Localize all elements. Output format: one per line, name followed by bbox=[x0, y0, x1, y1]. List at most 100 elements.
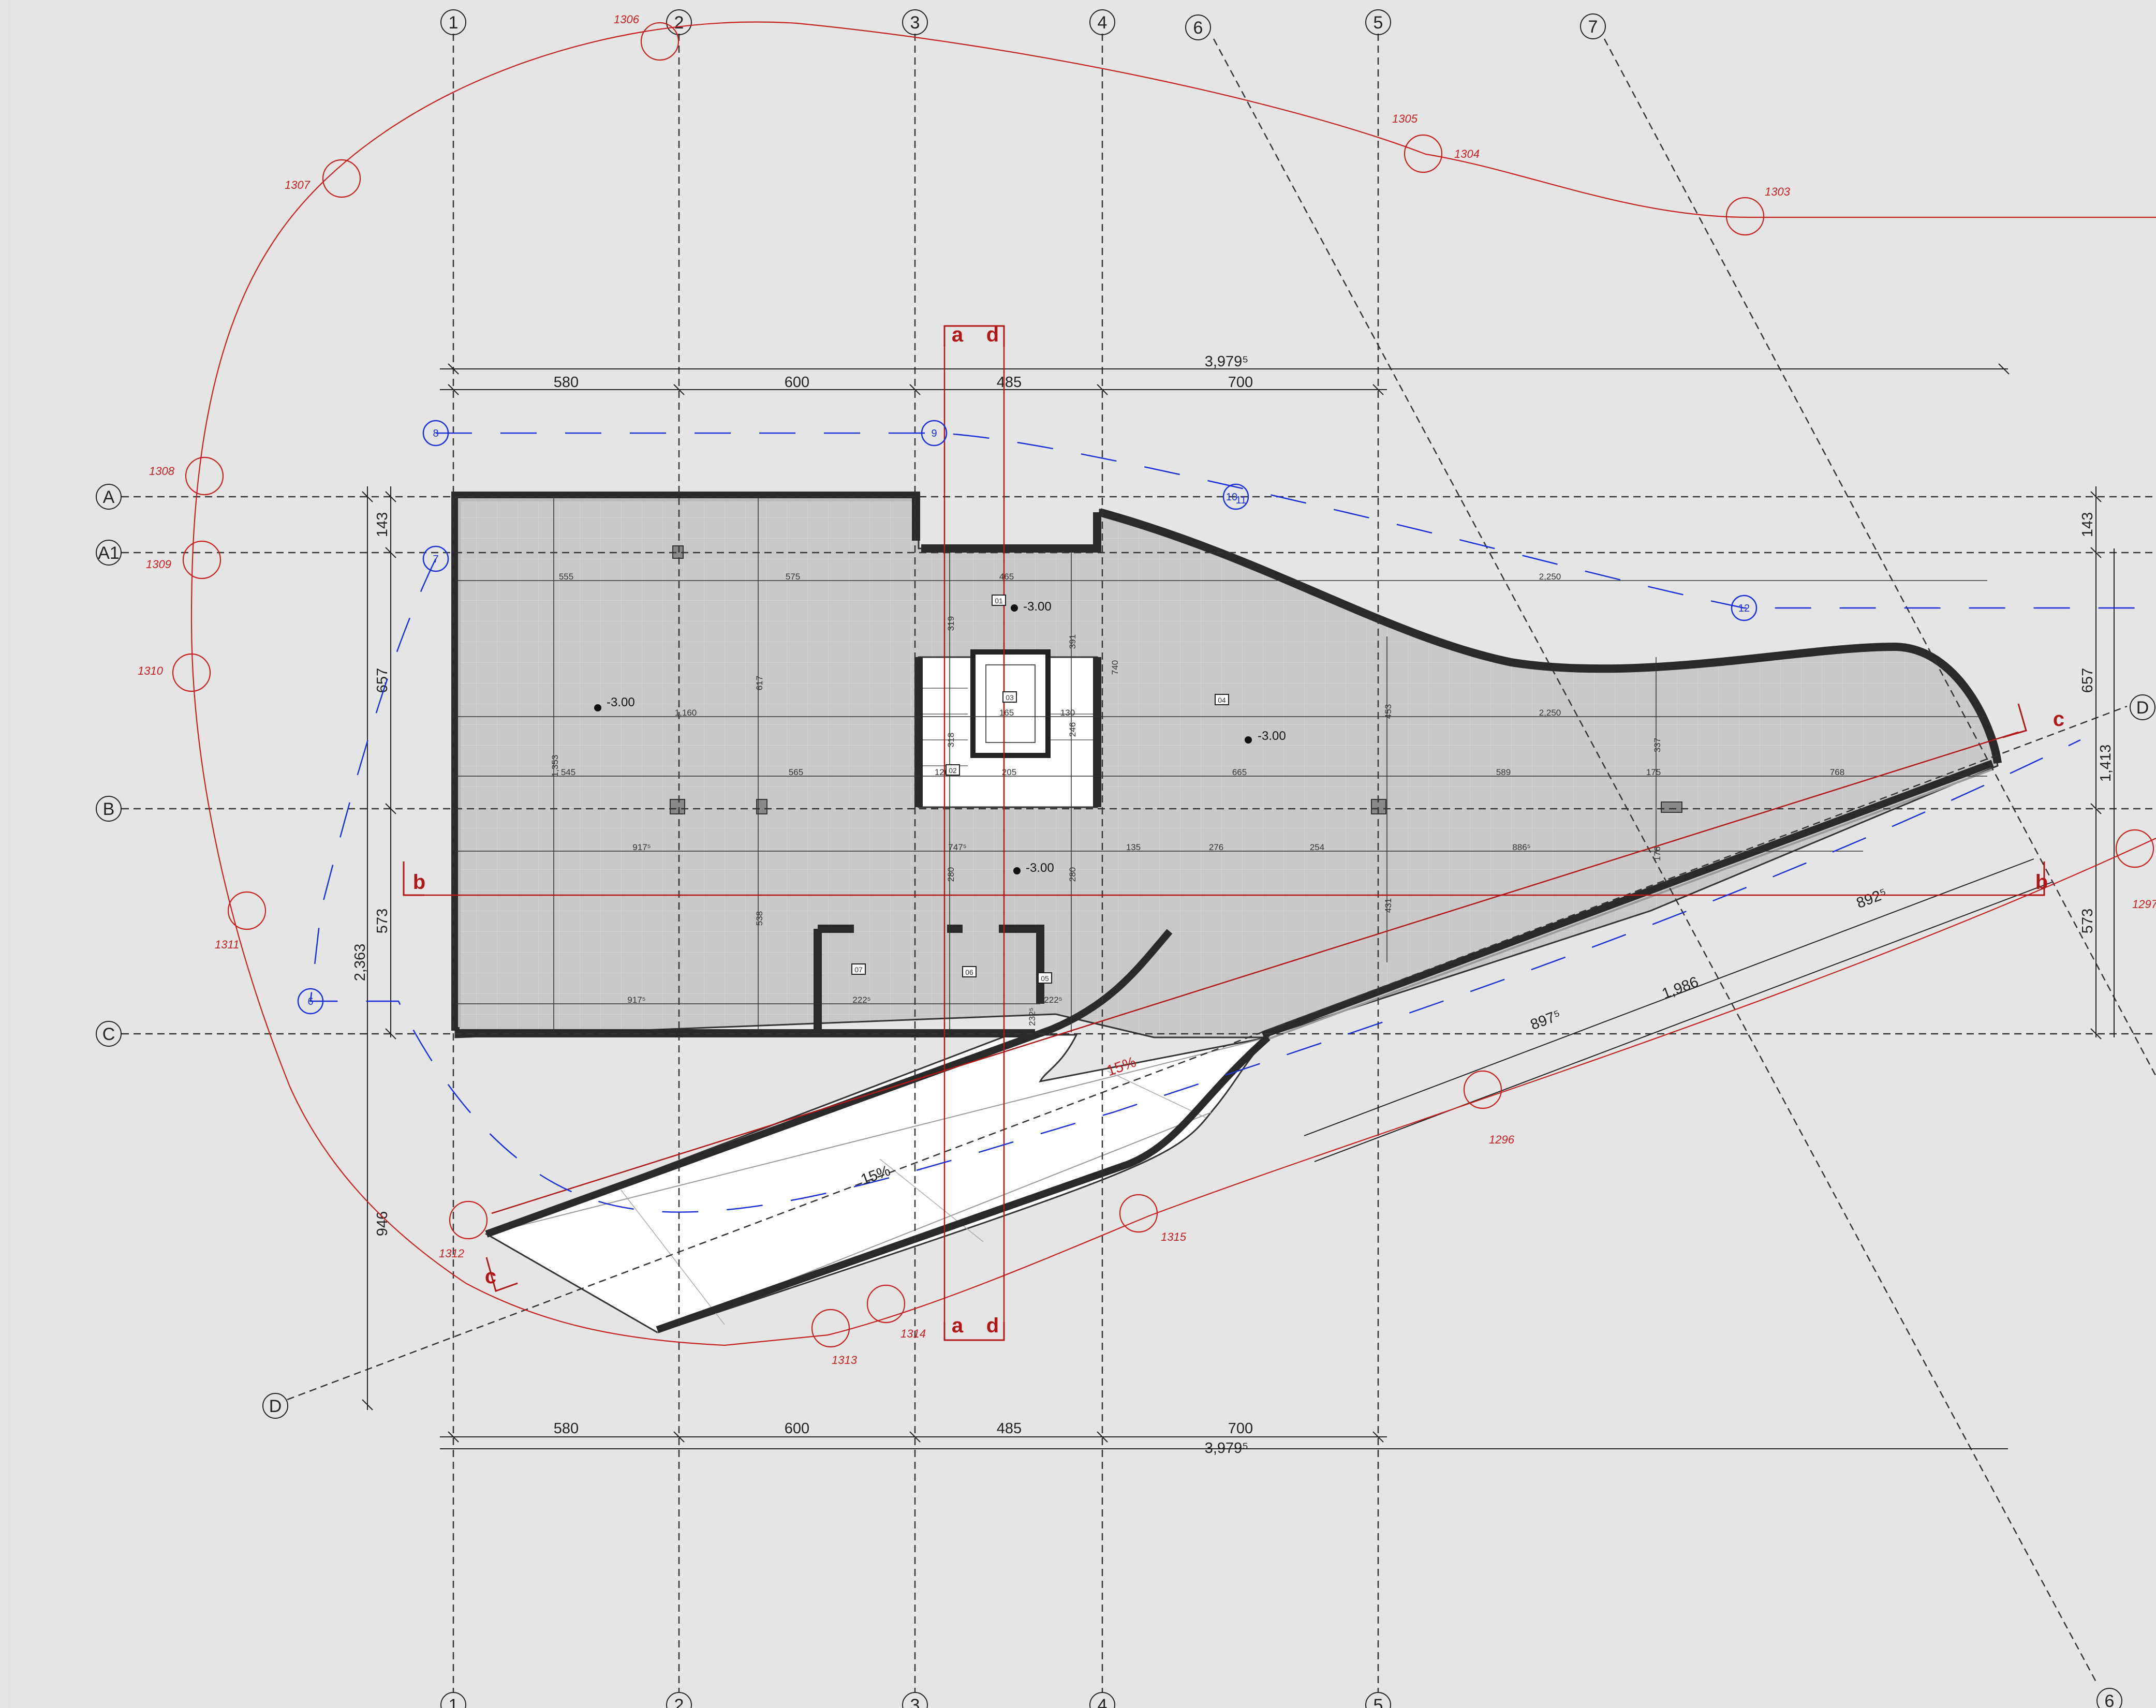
grid-bubble-3-bottom: 3 bbox=[902, 1692, 928, 1708]
service-label-11: 11 bbox=[1236, 495, 1247, 506]
ramp-wall-south bbox=[656, 1034, 1271, 1333]
svg-text:1: 1 bbox=[449, 1696, 459, 1708]
svg-text:A: A bbox=[103, 487, 115, 507]
survey-label-1296: 1296 bbox=[1489, 1133, 1515, 1146]
site-boundary-curve bbox=[190, 21, 2156, 1346]
service-label-6: 6 bbox=[307, 996, 313, 1007]
section-label-c-left: c bbox=[485, 1265, 496, 1288]
dim-inner-589: 589 bbox=[1496, 767, 1511, 777]
dim-left-657: 657 bbox=[374, 668, 391, 693]
dim-bottom-580: 580 bbox=[554, 1420, 579, 1437]
dim-inner-538: 538 bbox=[755, 911, 764, 926]
dim-inner-465: 465 bbox=[999, 572, 1014, 582]
level-marker-east: -3.00 bbox=[1258, 729, 1286, 743]
dim-inner-391: 391 bbox=[1068, 634, 1077, 649]
survey-label-1312: 1312 bbox=[439, 1247, 464, 1260]
dim-inner-175: 175 bbox=[1646, 767, 1661, 777]
section-label-a-bottom: a bbox=[952, 1314, 964, 1337]
dim-inner-2250-b: 2,250 bbox=[1539, 708, 1561, 718]
survey-label-1313: 1313 bbox=[832, 1354, 858, 1367]
service-markers bbox=[297, 420, 1758, 1015]
dim-inner-319: 319 bbox=[946, 616, 956, 631]
grid-bubble-2-bottom: 2 bbox=[666, 1692, 692, 1708]
ramp-wall-north bbox=[485, 929, 1173, 1238]
svg-text:3: 3 bbox=[910, 1696, 920, 1708]
svg-text:C: C bbox=[102, 1024, 115, 1044]
grid-lines bbox=[122, 34, 2156, 1692]
ramp bbox=[484, 1034, 1271, 1333]
dim-top-600: 600 bbox=[785, 374, 809, 391]
dim-top-700: 700 bbox=[1228, 374, 1253, 391]
svg-text:4: 4 bbox=[1098, 13, 1107, 33]
grid-bubble-1-top: 1 bbox=[440, 9, 466, 35]
service-line bbox=[309, 432, 2156, 1213]
grid-bubble-C: C bbox=[96, 1021, 122, 1047]
grid-bubble-4-bottom: 4 bbox=[1089, 1692, 1115, 1708]
dim-inner-130: 130 bbox=[1060, 708, 1075, 718]
svg-text:2: 2 bbox=[674, 13, 684, 33]
dim-inner-165: 165 bbox=[999, 708, 1014, 718]
svg-text:7: 7 bbox=[1588, 17, 1598, 37]
dim-left-143: 143 bbox=[374, 512, 391, 537]
dim-inner-617: 617 bbox=[755, 676, 764, 690]
service-label-8: 8 bbox=[433, 428, 438, 439]
grid-bubble-3-top: 3 bbox=[902, 9, 928, 35]
dim-left-573: 573 bbox=[374, 909, 391, 933]
dim-top-total: 3,979⁵ bbox=[1205, 353, 1249, 370]
dim-inner-886: 886⁵ bbox=[1512, 842, 1530, 852]
columns bbox=[670, 545, 1682, 814]
grid-bubble-D-right: D bbox=[2130, 694, 2155, 720]
dim-inner-276: 276 bbox=[1209, 842, 1223, 852]
dim-inner-280-b: 280 bbox=[1068, 867, 1077, 882]
svg-text:3: 3 bbox=[910, 13, 920, 33]
grid-bubble-4-top: 4 bbox=[1089, 9, 1115, 35]
section-label-d-bottom: d bbox=[986, 1314, 999, 1337]
svg-text:B: B bbox=[103, 799, 115, 819]
dim-right-1413: 1,413 bbox=[2098, 745, 2114, 782]
stair-core bbox=[918, 649, 1098, 808]
svg-text:D: D bbox=[269, 1397, 282, 1416]
dim-inner-205: 205 bbox=[1002, 767, 1016, 777]
grid-bubble-5-top: 5 bbox=[1365, 9, 1391, 35]
dim-inner-232: 232⁵ bbox=[1027, 1007, 1037, 1026]
grid-bubble-1-bottom: 1 bbox=[440, 1692, 466, 1708]
room-tag-06: 06 bbox=[965, 968, 973, 976]
dim-left-total: 2,363 bbox=[352, 944, 368, 982]
dim-bottom-600: 600 bbox=[785, 1420, 809, 1437]
dim-inner-254: 254 bbox=[1310, 842, 1324, 852]
dim-left-946: 946 bbox=[374, 1211, 391, 1236]
dimension-ticks bbox=[362, 363, 2102, 1443]
room-tag-03: 03 bbox=[1006, 693, 1014, 702]
dim-inner-545: 545 bbox=[561, 767, 575, 777]
dim-inner-135: 135 bbox=[1126, 842, 1141, 852]
svg-text:A1: A1 bbox=[98, 543, 120, 563]
survey-label-1309: 1309 bbox=[146, 558, 171, 571]
svg-text:6: 6 bbox=[2105, 1691, 2115, 1708]
section-label-d-top: d bbox=[986, 323, 999, 346]
room-tag-07: 07 bbox=[854, 966, 863, 974]
dim-right-573: 573 bbox=[2079, 909, 2096, 933]
dim-inner-917-a: 917⁵ bbox=[632, 842, 651, 852]
survey-label-1310: 1310 bbox=[138, 664, 164, 677]
dim-inner-318: 318 bbox=[946, 733, 956, 747]
dim-inner-1160: 1,160 bbox=[675, 708, 697, 718]
dim-inner-665: 665 bbox=[1232, 767, 1247, 777]
service-label-10: 10 bbox=[1226, 492, 1237, 503]
grid-bubble-A: A bbox=[96, 484, 122, 510]
dim-top-485: 485 bbox=[997, 374, 1022, 391]
service-label-7: 7 bbox=[433, 554, 438, 565]
survey-label-1315: 1315 bbox=[1161, 1230, 1187, 1243]
room-tags bbox=[851, 595, 1229, 984]
section-label-b-left: b bbox=[413, 871, 425, 894]
dim-right-143: 143 bbox=[2079, 512, 2096, 537]
level-marker-south: -3.00 bbox=[1026, 861, 1054, 875]
dim-inner-555: 555 bbox=[559, 572, 573, 582]
survey-label-1306: 1306 bbox=[614, 13, 640, 26]
svg-text:4: 4 bbox=[1098, 1696, 1107, 1708]
dim-inner-453: 453 bbox=[1383, 704, 1393, 719]
svg-text:1: 1 bbox=[449, 13, 459, 33]
dim-bottom-total: 3,979⁵ bbox=[1205, 1440, 1249, 1457]
dim-inner-222-a: 222⁵ bbox=[852, 995, 870, 1005]
room-tag-02: 02 bbox=[949, 766, 957, 775]
